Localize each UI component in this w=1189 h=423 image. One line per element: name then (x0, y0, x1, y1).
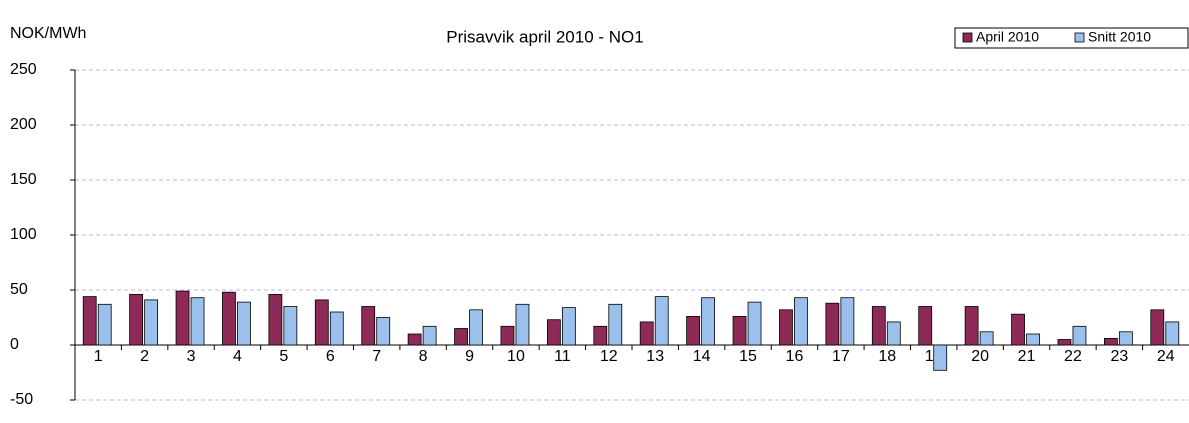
bar (979, 331, 994, 346)
bar (1150, 309, 1165, 346)
y-tick-label: 100 (10, 226, 37, 243)
bar (376, 317, 391, 346)
x-tick-label: 7 (372, 348, 381, 365)
bar (747, 301, 762, 346)
x-tick-label: 4 (233, 348, 242, 365)
x-tick-label: 2 (140, 348, 149, 365)
y-tick-label: 150 (10, 171, 37, 188)
bar (469, 309, 483, 346)
y-tick-label: 0 (10, 336, 19, 353)
bar (964, 306, 979, 346)
bar (546, 319, 561, 346)
legend-swatch (1074, 32, 1085, 43)
bar (175, 290, 190, 346)
bar (1026, 333, 1040, 346)
legend-label: Snitt 2010 (1088, 29, 1151, 45)
x-tick-label: 20 (971, 348, 989, 365)
bar (933, 344, 948, 371)
x-tick-label: 1 (94, 348, 103, 365)
x-tick-label: 21 (1018, 348, 1036, 365)
bar (825, 302, 840, 346)
bar (283, 306, 298, 346)
x-tick-label: 22 (1064, 348, 1082, 365)
bar (97, 303, 112, 346)
bar (1118, 331, 1133, 346)
x-tick-label: 23 (1110, 348, 1128, 365)
bar (732, 315, 747, 346)
bar (701, 297, 716, 346)
x-tick-label: 10 (507, 348, 525, 365)
bar (129, 293, 144, 346)
bar (794, 297, 808, 346)
y-tick-label: 50 (10, 281, 28, 298)
bar (1165, 321, 1180, 346)
x-tick-label: 9 (465, 348, 474, 365)
y-tick-label: 200 (10, 116, 37, 133)
x-tick-label: 16 (786, 348, 804, 365)
x-tick-label: 18 (878, 348, 896, 365)
y-axis-label: NOK/MWh (10, 25, 86, 42)
bar (407, 333, 422, 346)
bar (515, 303, 530, 346)
bar (608, 303, 623, 346)
bar (840, 297, 855, 346)
legend-box (954, 27, 1189, 49)
bar (422, 325, 437, 346)
x-tick-label: 6 (326, 348, 335, 365)
bar (1072, 325, 1087, 346)
y-tick-label: 250 (10, 61, 37, 78)
bar (1103, 337, 1118, 346)
bar (1057, 339, 1072, 346)
bar (500, 325, 515, 346)
x-tick-label: 13 (646, 348, 664, 365)
x-tick-label: 14 (693, 348, 711, 365)
bar (314, 299, 329, 346)
y-tick-label: -50 (10, 391, 33, 408)
x-tick-label: 15 (739, 348, 757, 365)
bar (918, 306, 933, 346)
bar (190, 297, 205, 346)
bar (593, 325, 608, 346)
bar (329, 311, 344, 346)
x-tick-label: 5 (279, 348, 288, 365)
bar (237, 301, 251, 346)
x-tick-label: 11 (554, 348, 571, 365)
bar (268, 293, 283, 346)
x-tick-label: 3 (187, 348, 196, 365)
bar (871, 306, 886, 346)
bar (144, 299, 159, 346)
bar (639, 321, 654, 346)
x-tick-label: 12 (600, 348, 618, 365)
legend-swatch (962, 32, 973, 43)
bar (222, 291, 236, 346)
bar (561, 307, 576, 346)
bar (1011, 313, 1025, 346)
bar (454, 328, 468, 346)
bar (654, 296, 669, 346)
bar (82, 296, 97, 346)
x-tick-label: 24 (1157, 348, 1175, 365)
chart-title: Prisavvik april 2010 - NO1 (446, 27, 643, 46)
legend-label: April 2010 (976, 29, 1039, 45)
x-tick-label: 8 (419, 348, 428, 365)
bar (686, 315, 701, 346)
bar (361, 306, 376, 346)
bar (779, 309, 793, 346)
bar (886, 321, 901, 346)
x-tick-label: 17 (832, 348, 850, 365)
